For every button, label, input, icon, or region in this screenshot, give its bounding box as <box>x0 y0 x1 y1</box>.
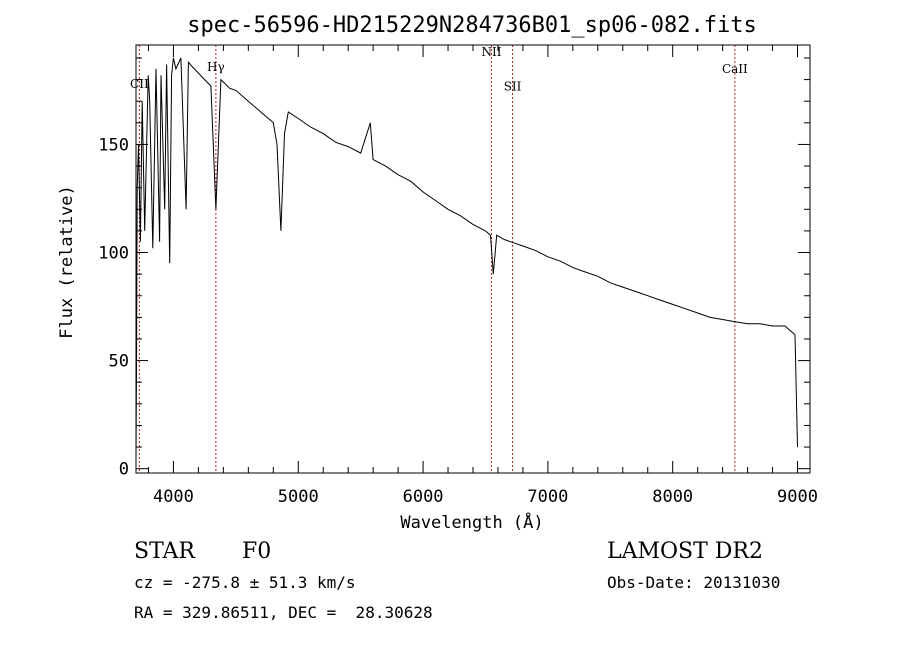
chart-title: spec-56596-HD215229N284736B01_sp06-082.f… <box>187 13 757 38</box>
x-tick-label: 8000 <box>652 487 693 507</box>
object-class-label: STAR <box>134 539 195 564</box>
spectral-line-label: SII <box>504 79 522 93</box>
spectral-line-label: CaII <box>722 62 748 76</box>
spectral-line-label: NII <box>481 45 501 59</box>
y-tick-label: 100 <box>98 244 129 264</box>
spectral-line-label: CII <box>130 77 149 91</box>
redshift-cz: cz = -275.8 ± 51.3 km/s <box>134 573 356 592</box>
x-tick-label: 6000 <box>403 487 444 507</box>
y-tick-label: 0 <box>119 460 129 480</box>
object-subclass-label: F0 <box>242 539 272 564</box>
spectral-line-markers: CII Hγ NII SII CaII <box>130 45 748 473</box>
x-axis-label: Wavelength (Å) <box>400 511 543 533</box>
spectral-line-label: Hγ <box>207 60 225 74</box>
axis-ticks <box>136 45 810 473</box>
survey-label: LAMOST DR2 <box>607 539 763 564</box>
ra-dec-coordinates: RA = 329.86511, DEC = 28.30628 <box>134 603 433 622</box>
x-tick-label: 9000 <box>777 487 818 507</box>
spectrum-line <box>135 57 798 458</box>
x-tick-label: 5000 <box>278 487 319 507</box>
y-tick-label: 150 <box>98 135 129 155</box>
x-tick-label: 7000 <box>527 487 568 507</box>
y-axis-label: Flux (relative) <box>57 185 77 339</box>
plot-frame <box>135 44 811 474</box>
x-tick-label: 4000 <box>153 487 194 507</box>
axis-tick-labels: 4000 5000 6000 7000 8000 9000 0 50 100 150 <box>98 135 818 507</box>
observation-date: Obs-Date: 20131030 <box>607 573 781 592</box>
y-tick-label: 50 <box>109 352 129 372</box>
